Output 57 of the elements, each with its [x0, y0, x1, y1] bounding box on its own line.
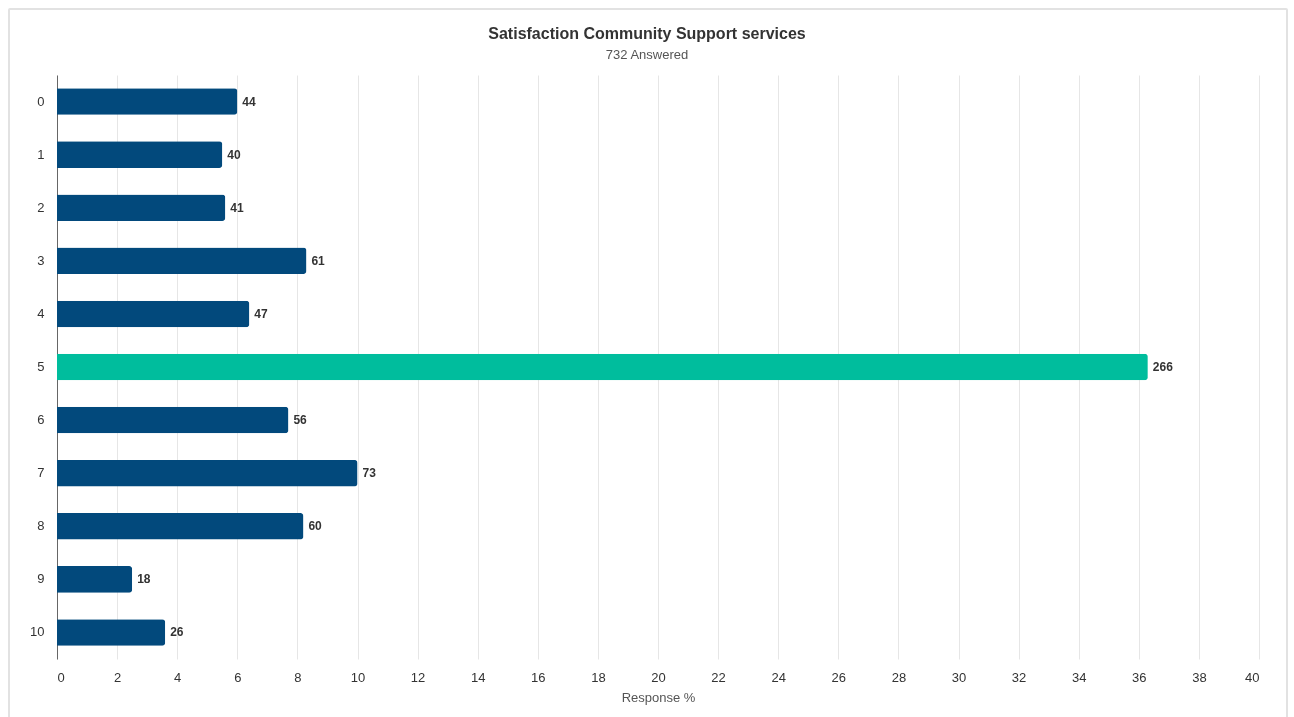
y-tick-label: 3 — [37, 252, 45, 268]
chart-subtitle: 732 Answered — [605, 47, 689, 62]
y-tick-label: 7 — [37, 465, 45, 481]
y-tick-label: 4 — [37, 305, 45, 321]
y-tick-label: 2 — [37, 199, 45, 215]
x-tick-label: 34 — [1071, 669, 1087, 685]
x-tick-label: 20 — [651, 669, 666, 685]
x-tick-label: 8 — [294, 669, 302, 685]
x-tick-label: 30 — [951, 669, 967, 685]
annotation: 73 — [362, 466, 377, 481]
x-tick-label: 2 — [113, 669, 122, 685]
x-tick-label: 4 — [174, 669, 182, 685]
annotation: 60 — [308, 519, 323, 534]
annotation: 61 — [311, 253, 326, 268]
bar — [57, 353, 1148, 381]
x-tick-label: 0 — [57, 669, 65, 685]
y-tick-label: 1 — [37, 146, 45, 162]
y-tick-label: 8 — [37, 518, 45, 534]
chart-title: Satisfaction Community Support services — [488, 25, 806, 42]
y-tick-label: 10 — [30, 624, 45, 640]
x-tick-label: 16 — [531, 669, 546, 685]
x-tick-label: 32 — [1011, 669, 1027, 685]
bar — [57, 406, 289, 434]
x-tick-label: 36 — [1132, 669, 1147, 685]
x-tick-label: 12 — [410, 669, 426, 685]
bar — [57, 247, 307, 275]
y-tick-label: 5 — [37, 359, 45, 374]
x-tick-label: 14 — [470, 669, 486, 685]
x-axis-title: Response % — [621, 689, 696, 705]
x-tick-label: 6 — [234, 669, 242, 685]
annotation: 26 — [170, 625, 184, 640]
x-tick-label: 24 — [771, 669, 786, 685]
bar — [57, 566, 133, 593]
x-tick-label: 40 — [1245, 669, 1260, 685]
annotation: 47 — [254, 306, 268, 321]
y-tick-label: 6 — [37, 412, 45, 428]
bar — [57, 300, 250, 328]
x-tick-label: 26 — [831, 669, 847, 685]
bar — [57, 513, 304, 540]
bar — [57, 88, 238, 115]
x-tick-label: 28 — [891, 669, 907, 685]
bar — [57, 141, 223, 168]
annotation: 40 — [227, 147, 241, 162]
x-tick-label: 38 — [1192, 669, 1207, 685]
annotation: 266 — [1152, 360, 1174, 374]
bar — [57, 619, 166, 646]
y-tick-label: 9 — [37, 571, 45, 587]
annotation: 18 — [137, 572, 151, 587]
bar — [57, 459, 358, 487]
y-tick-label: 0 — [37, 93, 45, 109]
annotation: 41 — [230, 200, 244, 215]
annotation: 56 — [293, 413, 308, 428]
bar — [57, 194, 226, 221]
x-tick-label: 22 — [711, 669, 726, 685]
annotation: 44 — [242, 94, 256, 109]
x-tick-label: 18 — [591, 669, 606, 685]
x-tick-label: 10 — [350, 669, 366, 685]
